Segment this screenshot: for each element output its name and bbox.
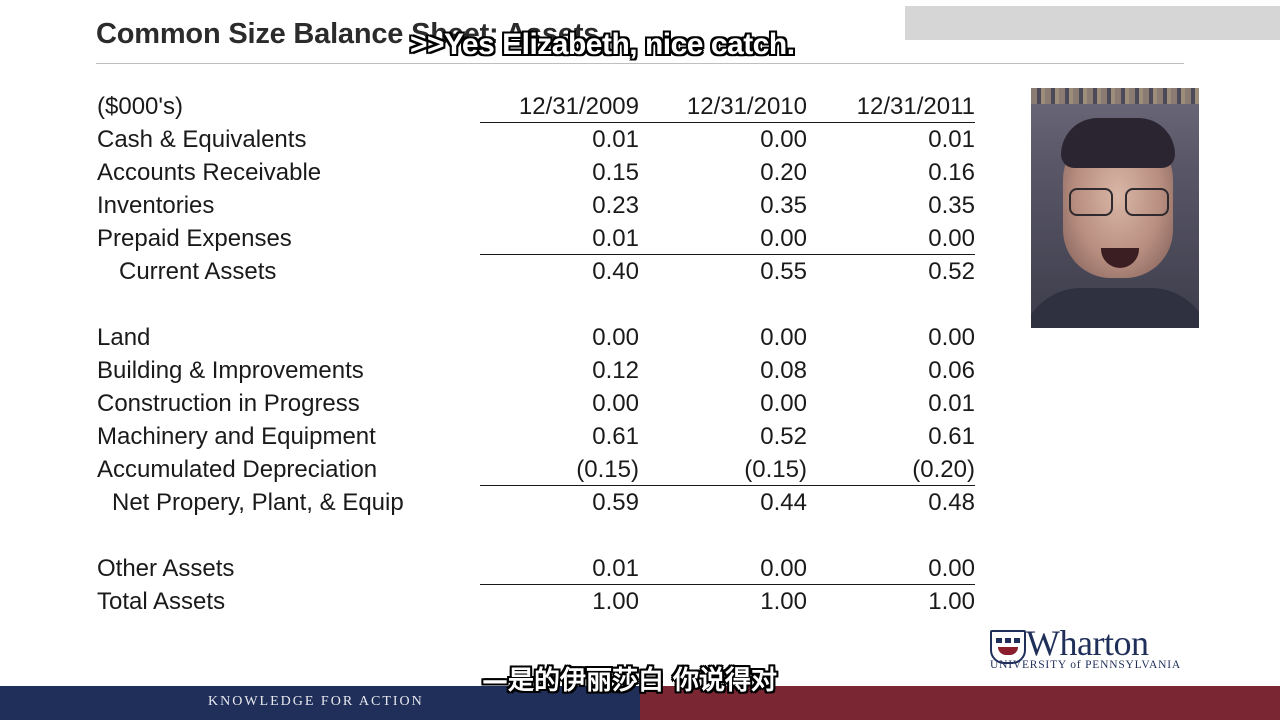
row-label: Accounts Receivable bbox=[97, 159, 322, 186]
unit-label: ($000's) bbox=[97, 93, 183, 120]
row-label: Building & Improvements bbox=[97, 357, 364, 384]
cell-value: 0.44 bbox=[760, 489, 807, 516]
cell-value: 0.15 bbox=[592, 159, 639, 186]
cell-value: 0.61 bbox=[928, 423, 975, 450]
cell-value: 0.23 bbox=[592, 192, 639, 219]
cell-value: 0.00 bbox=[928, 225, 975, 252]
cell-value: 0.52 bbox=[928, 258, 975, 285]
cell-value: 0.00 bbox=[760, 126, 807, 153]
cell-value: 0.08 bbox=[760, 357, 807, 384]
footer-bar-navy bbox=[0, 686, 640, 720]
cell-value: 1.00 bbox=[928, 588, 975, 615]
slide-title: Common Size Balance Sheet: Assets bbox=[96, 18, 600, 50]
table-row: Accumulated Depreciation (0.15) (0.15) (… bbox=[96, 453, 976, 486]
cell-value: 1.00 bbox=[760, 588, 807, 615]
column-header: 12/31/2009 bbox=[518, 93, 639, 120]
row-label: Land bbox=[97, 324, 151, 351]
total-underline bbox=[480, 583, 975, 585]
cell-value: 0.48 bbox=[928, 489, 975, 516]
wharton-logo: Wharton UNIVERSITY of PENNSYLVANIA bbox=[990, 623, 1200, 674]
row-label: Inventories bbox=[97, 192, 215, 219]
row-label: Net Propery, Plant, & Equip bbox=[112, 489, 404, 516]
cell-value: (0.20) bbox=[912, 456, 975, 483]
presenter-mouth bbox=[1101, 248, 1139, 268]
caption-chinese: —是的伊丽莎白 你说得对 bbox=[482, 666, 778, 696]
table-row: Accounts Receivable 0.15 0.20 0.16 bbox=[96, 156, 976, 189]
title-divider bbox=[96, 63, 1184, 64]
presenter-hair bbox=[1061, 118, 1175, 168]
glasses-icon bbox=[1069, 188, 1169, 216]
subtotal-underline bbox=[480, 484, 975, 486]
cell-value: 0.61 bbox=[592, 423, 639, 450]
logo-wordmark: Wharton bbox=[1026, 623, 1149, 663]
table-row: Land 0.00 0.00 0.00 bbox=[96, 321, 976, 354]
cell-value: 0.00 bbox=[928, 324, 975, 351]
balance-sheet-table: ($000's) 12/31/2009 12/31/2010 12/31/201… bbox=[96, 90, 976, 618]
total-row: Total Assets 1.00 1.00 1.00 bbox=[96, 585, 976, 618]
caption-english: >>Yes Elizabeth, nice catch. bbox=[410, 28, 795, 61]
row-label: Cash & Equivalents bbox=[97, 126, 307, 153]
table-header-row: ($000's) 12/31/2009 12/31/2010 12/31/201… bbox=[96, 90, 976, 123]
cell-value: 0.00 bbox=[928, 555, 975, 582]
cell-value: 0.40 bbox=[592, 258, 639, 285]
cell-value: 0.00 bbox=[592, 324, 639, 351]
column-header: 12/31/2011 bbox=[856, 93, 975, 120]
row-label: Machinery and Equipment bbox=[97, 423, 376, 450]
cell-value: 0.01 bbox=[592, 126, 639, 153]
cell-value: 0.20 bbox=[760, 159, 807, 186]
bookshelf-background bbox=[1031, 88, 1199, 104]
cell-value: 0.00 bbox=[760, 324, 807, 351]
column-header: 12/31/2010 bbox=[686, 93, 807, 120]
row-label: Current Assets bbox=[119, 258, 277, 285]
spacer-row bbox=[96, 519, 976, 552]
subtotal-row: Current Assets 0.40 0.55 0.52 bbox=[96, 255, 976, 288]
cell-value: 0.59 bbox=[592, 489, 639, 516]
top-right-bar bbox=[905, 6, 1280, 40]
cell-value: 0.55 bbox=[760, 258, 807, 285]
row-label: Other Assets bbox=[97, 555, 235, 582]
cell-value: 0.16 bbox=[928, 159, 975, 186]
subtotal-row: Net Propery, Plant, & Equip 0.59 0.44 0.… bbox=[96, 486, 976, 519]
table-row: Prepaid Expenses 0.01 0.00 0.00 bbox=[96, 222, 976, 255]
table-row: Cash & Equivalents 0.01 0.00 0.01 bbox=[96, 123, 976, 156]
table-row: Construction in Progress 0.00 0.00 0.01 bbox=[96, 387, 976, 420]
subtotal-underline bbox=[480, 253, 975, 255]
row-label: Prepaid Expenses bbox=[97, 225, 292, 252]
cell-value: 0.52 bbox=[760, 423, 807, 450]
cell-value: 0.12 bbox=[592, 357, 639, 384]
presenter-shoulders bbox=[1031, 288, 1199, 328]
cell-value: (0.15) bbox=[744, 456, 807, 483]
cell-value: 0.06 bbox=[928, 357, 975, 384]
cell-value: 0.01 bbox=[928, 126, 975, 153]
cell-value: 0.00 bbox=[592, 390, 639, 417]
row-label: Accumulated Depreciation bbox=[97, 456, 378, 483]
header-underline bbox=[480, 121, 975, 123]
cell-value: 0.35 bbox=[928, 192, 975, 219]
cell-value: (0.15) bbox=[576, 456, 639, 483]
cell-value: 0.00 bbox=[760, 555, 807, 582]
cell-value: 0.01 bbox=[928, 390, 975, 417]
table-row: Inventories 0.23 0.35 0.35 bbox=[96, 189, 976, 222]
spacer-row bbox=[96, 288, 976, 321]
table-row: Other Assets 0.01 0.00 0.00 bbox=[96, 552, 976, 585]
footer-tagline: KNOWLEDGE FOR ACTION bbox=[208, 694, 424, 709]
row-label: Construction in Progress bbox=[97, 390, 360, 417]
shield-icon bbox=[990, 630, 1026, 664]
cell-value: 0.00 bbox=[760, 390, 807, 417]
cell-value: 0.00 bbox=[760, 225, 807, 252]
presenter-video bbox=[1031, 88, 1199, 328]
table-row: Building & Improvements 0.12 0.08 0.06 bbox=[96, 354, 976, 387]
cell-value: 0.35 bbox=[760, 192, 807, 219]
cell-value: 0.01 bbox=[592, 555, 639, 582]
footer-bar-maroon bbox=[640, 686, 1280, 720]
row-label: Total Assets bbox=[97, 588, 226, 615]
cell-value: 0.01 bbox=[592, 225, 639, 252]
logo-subtitle: UNIVERSITY of PENNSYLVANIA bbox=[990, 659, 1181, 671]
cell-value: 1.00 bbox=[592, 588, 639, 615]
table-row: Machinery and Equipment 0.61 0.52 0.61 bbox=[96, 420, 976, 453]
